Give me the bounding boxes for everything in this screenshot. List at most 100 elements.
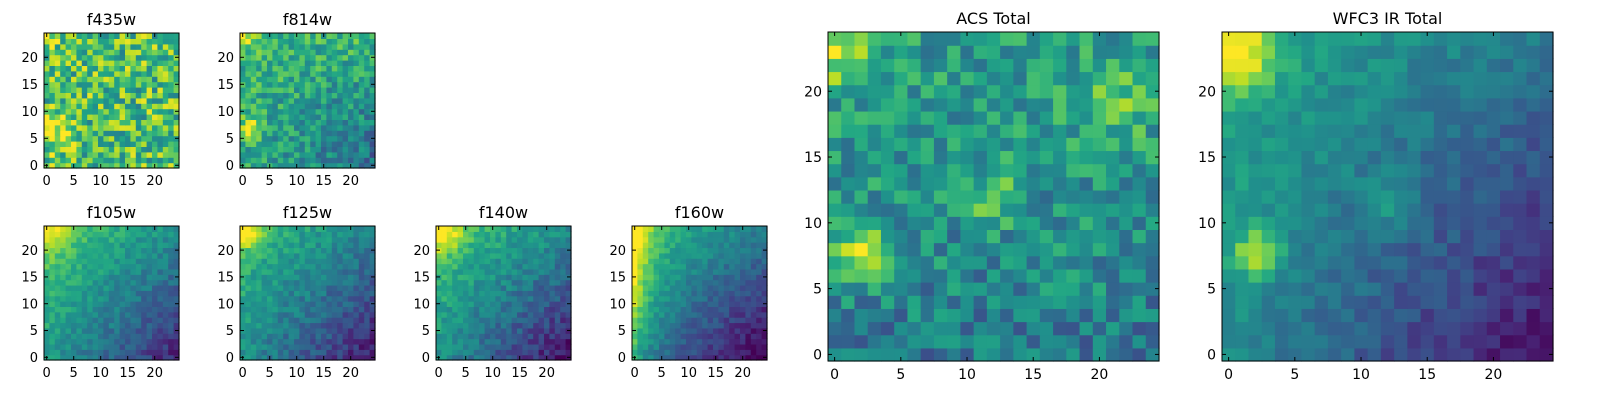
heatmap-cell — [60, 242, 67, 249]
heatmap-cell — [669, 311, 676, 318]
heatmap-cell — [648, 317, 655, 324]
heatmap-cell — [468, 349, 475, 356]
heatmap-cell — [168, 92, 175, 99]
heatmap-cell — [1145, 268, 1160, 283]
heatmap-cell — [1092, 163, 1107, 178]
heatmap-cell — [506, 290, 513, 297]
heatmap-cell — [114, 162, 121, 169]
heatmap-cell — [119, 60, 126, 66]
heatmap-cell — [108, 333, 115, 340]
heatmap-cell — [686, 284, 692, 291]
heatmap-cell — [326, 119, 333, 126]
heatmap-cell — [446, 301, 453, 307]
heatmap-cell — [342, 317, 349, 324]
heatmap-cell — [152, 301, 158, 307]
heatmap-cell — [152, 124, 158, 131]
heatmap-cell — [479, 343, 486, 350]
heatmap-cell — [1013, 124, 1028, 138]
heatmap-cell — [92, 81, 99, 88]
heatmap-cell — [522, 247, 529, 254]
heatmap-cell — [168, 349, 175, 356]
heatmap-cell — [560, 284, 567, 291]
heatmap-cell — [1341, 255, 1355, 270]
heatmap-cell — [342, 108, 349, 115]
heatmap-cell — [1486, 282, 1501, 296]
heatmap-cell — [267, 242, 273, 249]
heatmap-cell — [54, 284, 61, 291]
heatmap-cell — [1026, 124, 1041, 138]
heatmap-cell — [522, 349, 529, 356]
heatmap-cell — [81, 349, 88, 356]
heatmap-cell — [98, 65, 104, 72]
heatmap-cell — [549, 258, 556, 265]
heatmap-cell — [369, 317, 376, 324]
heatmap-cell — [310, 279, 317, 286]
heatmap-cell — [484, 349, 491, 356]
heatmap-cell — [54, 279, 61, 286]
heatmap-cell — [146, 130, 153, 137]
heatmap-cell — [933, 124, 948, 138]
heatmap-cell — [358, 295, 365, 302]
heatmap-cell — [141, 162, 148, 169]
heatmap-cell — [675, 290, 682, 297]
heatmap-cell — [60, 103, 67, 110]
heatmap-cell — [304, 301, 311, 307]
heatmap-cell — [1145, 321, 1160, 336]
heatmap-cell — [310, 130, 317, 137]
heatmap-cell — [664, 226, 671, 232]
heatmap-cell — [173, 343, 180, 350]
heatmap-cell — [1447, 308, 1461, 323]
heatmap-cell — [119, 333, 126, 340]
y-tick-label: 10 — [609, 297, 626, 312]
heatmap-cells — [632, 226, 768, 361]
heatmap-cell — [277, 87, 284, 93]
heatmap-cell — [484, 252, 491, 259]
heatmap-cell — [750, 327, 757, 334]
heatmap-cell — [310, 114, 317, 120]
heatmap-cell — [1526, 216, 1541, 230]
heatmap-cell — [135, 49, 142, 56]
heatmap-cell — [240, 284, 246, 291]
heatmap-cell — [642, 274, 649, 281]
heatmap-cell — [135, 54, 142, 61]
heatmap-cell — [337, 338, 344, 345]
heatmap-cell — [304, 124, 311, 131]
heatmap-cell — [642, 343, 649, 350]
heatmap-cell — [81, 38, 88, 45]
heatmap-cell — [1447, 268, 1461, 283]
heatmap-cell — [125, 327, 131, 334]
heatmap-cell — [81, 343, 88, 350]
heatmap-cell — [342, 252, 349, 259]
heatmap-cell — [554, 274, 561, 281]
heatmap-cell — [326, 87, 333, 93]
heatmap-cell — [152, 76, 158, 83]
heatmap-cell — [272, 252, 279, 259]
heatmap-cell — [1079, 347, 1094, 362]
heatmap-cell — [125, 97, 131, 104]
heatmap-cell — [49, 268, 56, 275]
heatmap-cell — [1539, 229, 1554, 244]
heatmap-cell — [326, 60, 333, 66]
heatmap-cell — [331, 130, 338, 137]
heatmap-cell — [696, 279, 703, 286]
heatmap-cell — [342, 247, 349, 254]
heatmap-cell — [98, 54, 104, 61]
heatmap-cell — [71, 247, 77, 254]
heatmap-cell — [686, 274, 692, 281]
heatmap-cell — [867, 137, 882, 152]
heatmap-cell — [173, 151, 180, 158]
heatmap-cell — [256, 130, 263, 137]
heatmap-cell — [321, 274, 327, 281]
heatmap-cell — [947, 295, 961, 309]
heatmap-cell — [108, 258, 115, 265]
heatmap-cell — [436, 343, 442, 350]
heatmap-cell — [1066, 45, 1081, 59]
heatmap-cell — [299, 343, 306, 350]
heatmap-cell — [1367, 255, 1382, 270]
heatmap-cell — [76, 38, 83, 45]
heatmap-cell — [81, 306, 88, 313]
heatmap-cell — [92, 38, 99, 45]
heatmap-cell — [326, 130, 333, 137]
y-tick-label: 15 — [21, 78, 38, 93]
heatmap-cell — [92, 141, 99, 147]
